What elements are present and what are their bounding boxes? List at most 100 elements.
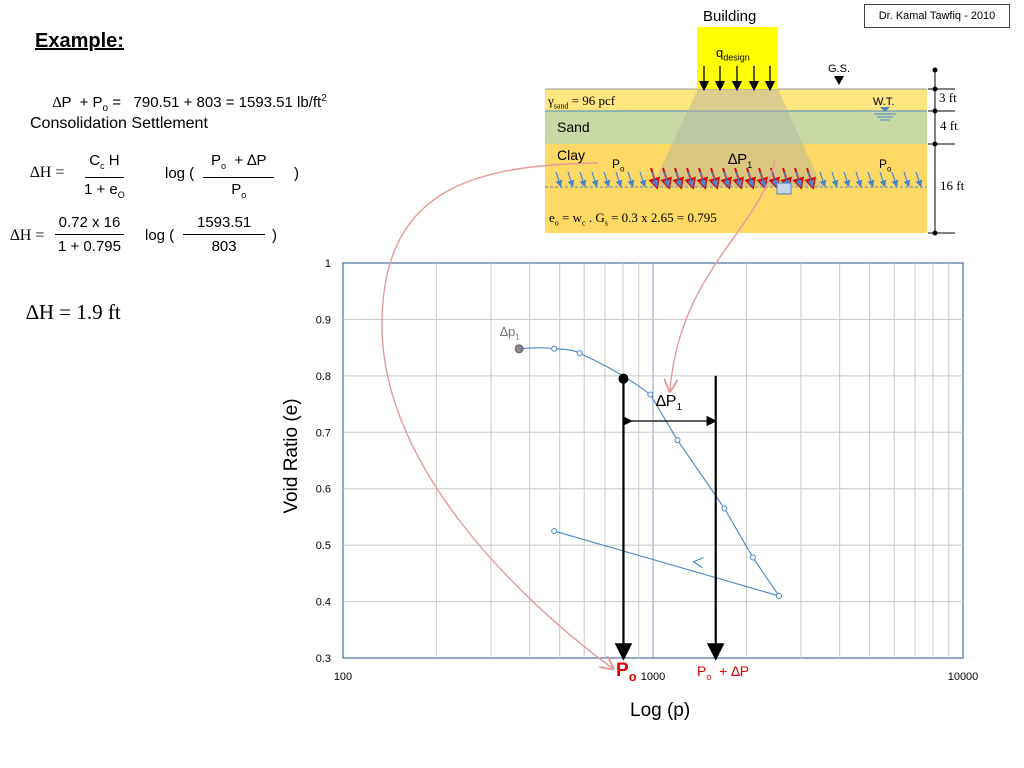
formula-fraction-1: Cc H 1 + eO [84,152,125,200]
sand-label: Sand [557,119,590,135]
overburden-arrow [795,171,803,188]
author-box: Dr. Kamal Tawfiq - 2010 [864,4,1010,28]
x-tick-label: 1000 [641,671,665,683]
building-load-arrows [698,66,776,92]
overburden-arrow [699,171,707,188]
overburden-arrow [567,171,575,188]
data-point [721,505,728,512]
overburden-arrow [723,171,731,188]
overburden-arrow [663,171,671,188]
sand-layer-saturated [545,111,927,144]
overburden-arrow [651,171,659,188]
x-axis-label: Log (p) [630,700,691,721]
overburden-arrow [675,171,683,188]
rebound-arrow-icon [692,557,704,569]
y-tick-label: 0.5 [316,540,331,552]
overburden-arrow [747,171,755,188]
y-tick-label: 0.8 [316,371,331,383]
data-point [576,350,583,357]
po-left-label: Po [612,157,625,174]
formula-log: log ( [165,165,195,182]
po-connector-arrow [381,162,612,668]
overburden-arrow [759,171,767,188]
overburden-arrow [819,171,827,188]
settlement-result: ∆H = 1.9 ft [26,300,121,324]
clay-label: Clay [557,147,586,163]
delta-symbol: ∆ [52,95,62,111]
x-tick-label: 100 [334,671,352,683]
overburden-arrow [555,171,563,188]
overburden-arrow [843,171,851,188]
y-tick-label: 1 [325,258,331,270]
overburden-arrow [915,171,923,188]
po-axis-label: Po [616,660,637,684]
load-equation: ∆P + Po = 790.51 + 803 = 1593.51 lb/ft2 [52,93,327,114]
overburden-arrow [879,171,887,188]
substitution-lhs: ∆H = [10,227,45,244]
clay-sample-element [776,182,792,195]
po-plus-dp-axis-label: Po + ∆P [697,663,750,682]
overburden-arrow [579,171,587,188]
sand-layer-dry [545,89,927,111]
consolidation-heading: Consolidation Settlement [30,115,208,132]
void-ratio-calc: eo = wc . Gs = 0.3 x 2.65 = 0.795 [549,210,717,228]
overburden-arrow [891,171,899,188]
overburden-arrow [867,171,875,188]
data-point [551,528,558,535]
substitution-fraction-2: 1593.51 803 [183,212,266,259]
y-tick-label: 0.7 [316,427,331,439]
overburden-arrow [783,171,791,188]
depth-dimensions [928,67,955,236]
overburden-arrow [687,171,695,188]
overburden-arrow [627,171,635,188]
ground-surface-marker [834,76,844,85]
delta-p-connector-arrow [670,159,776,390]
chart-grid [343,263,963,658]
dim-3ft: 3 ft [939,90,957,105]
overburden-arrow [615,171,623,188]
overburden-arrow [771,171,779,188]
chart-tick-labels: 0.3 0.4 0.5 0.6 0.7 0.8 0.9 1 100 1000 10000 [316,258,979,683]
substitution-log: log ( [145,227,175,244]
delta-p1-chart-label: ∆P1 [656,393,683,414]
overburden-arrow [903,171,911,188]
overburden-arrow [831,171,839,188]
chart-annotations [614,373,725,661]
rebound-curve [554,530,780,597]
q-design-label: qdesign [716,45,750,63]
formula-lhs: ∆H = [30,164,65,181]
data-point [647,391,654,398]
building-label: Building [703,8,757,25]
start-point [514,344,524,354]
slide-title: Example: [35,30,124,52]
dim-16ft: 16 ft [940,178,965,193]
formula-close: ) [294,165,299,182]
y-tick-label: 0.6 [316,484,331,496]
delta-p1-soil-label: ∆P1 [728,151,753,170]
y-tick-label: 0.3 [316,653,331,665]
wt-label: W.T. [873,96,895,108]
substitution-fraction-1: 0.72 x 16 1 + 0.795 [54,212,125,259]
formula-fraction-2: Po + ∆P Po [203,150,275,207]
overburden-arrow [603,171,611,188]
overburden-arrow [591,171,599,188]
x-tick-label: 10000 [948,671,979,683]
y-tick-label: 0.4 [316,597,331,609]
overburden-arrow [639,171,647,188]
overburden-arrow [735,171,743,188]
data-point [551,345,558,352]
overburden-arrow [711,171,719,188]
stress-distribution-zone [652,89,822,187]
y-tick-label: 0.9 [316,314,331,326]
data-point [749,554,756,561]
y-axis-label: Void Ratio (e) [281,398,302,514]
stress-arrows [555,167,923,190]
overburden-arrow [855,171,863,188]
start-point-label: ∆p1 [500,324,520,342]
water-table-marker-icon [874,107,896,121]
dim-4ft: 4 ft [940,118,958,133]
author-text: Dr. Kamal Tawfiq - 2010 [878,10,996,22]
gs-label: G.S. [828,63,851,75]
substitution-close: ) [272,227,277,244]
